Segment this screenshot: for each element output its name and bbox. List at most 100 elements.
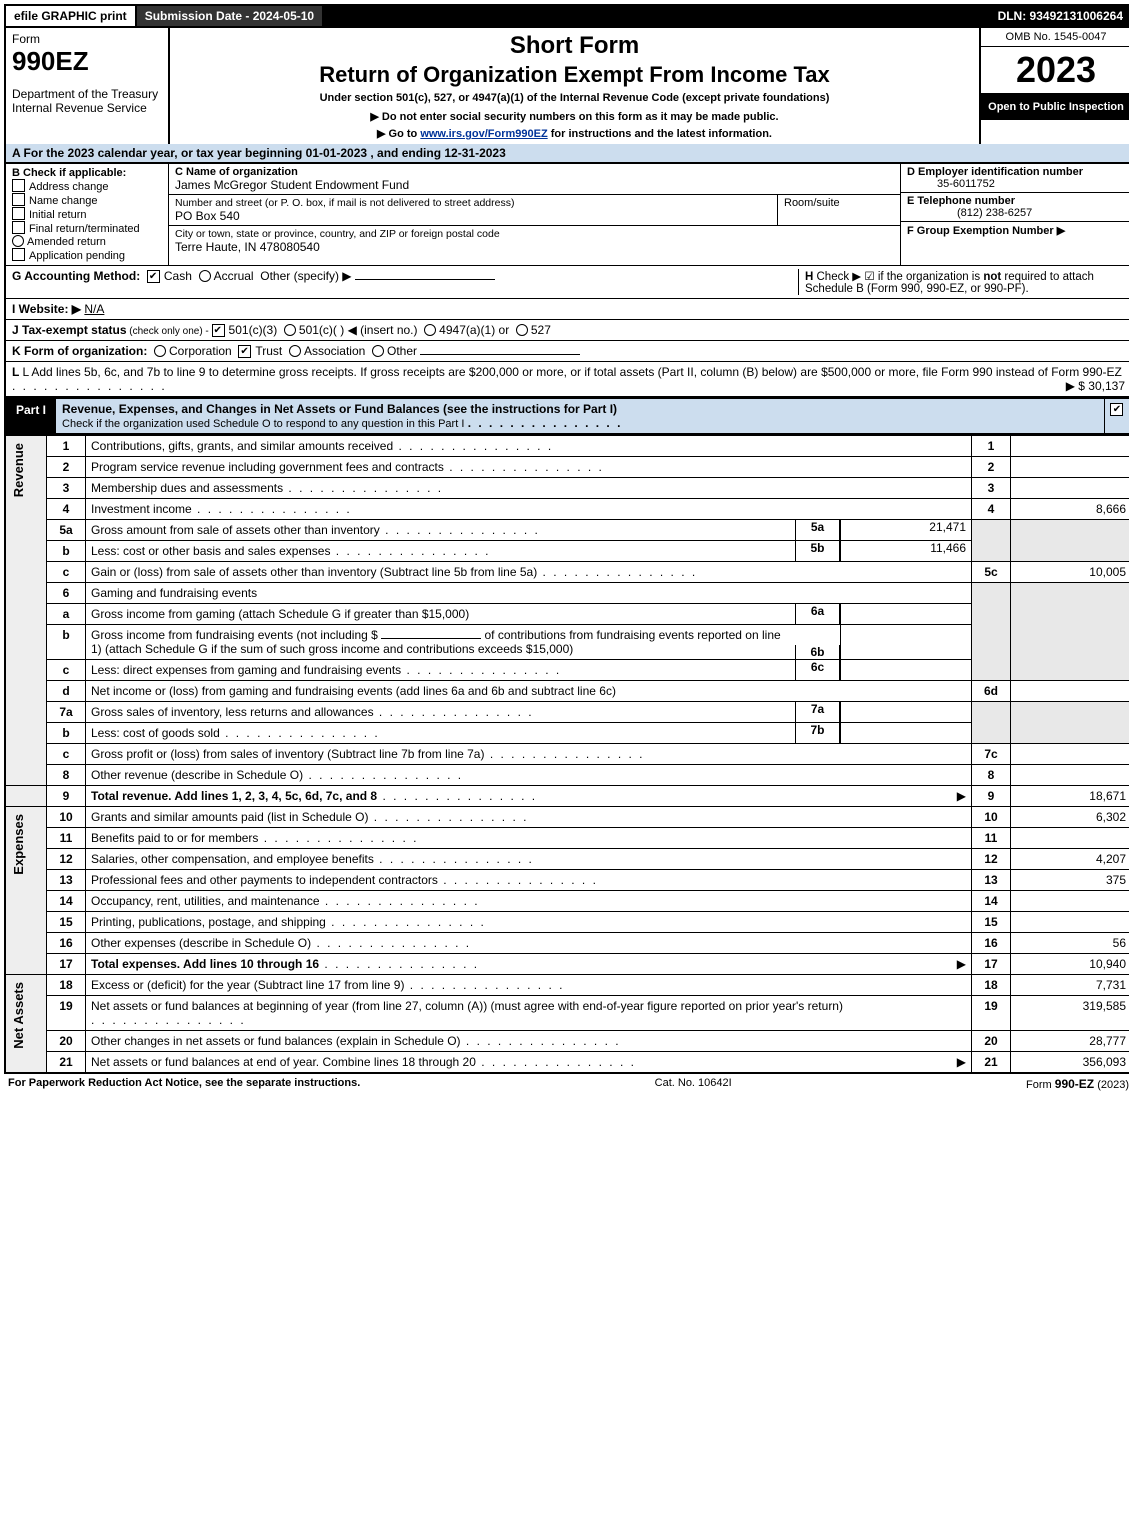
line-desc: Professional fees and other payments to … <box>91 873 598 887</box>
part1-table: Revenue 1 Contributions, gifts, grants, … <box>4 435 1129 1074</box>
form-word: Form <box>12 32 162 46</box>
chk-application-pending[interactable] <box>12 248 25 261</box>
line-desc: Other expenses (describe in Schedule O) <box>91 936 471 950</box>
ref-num: 19 <box>972 996 1011 1031</box>
ln-num: 8 <box>47 765 86 786</box>
inner-ref: 6a <box>795 604 840 624</box>
dots <box>377 789 537 803</box>
chk-schedule-o[interactable] <box>1110 403 1123 416</box>
goto-post: for instructions and the latest informat… <box>548 128 772 140</box>
arrow-icon: ▶ <box>957 1055 966 1069</box>
line-desc: Salaries, other compensation, and employ… <box>91 852 534 866</box>
inner-ref: 6b <box>795 645 840 659</box>
g-accrual: Accrual <box>214 269 254 283</box>
line-desc: Gross income from gaming (attach Schedul… <box>91 607 469 621</box>
phone-value: (812) 238-6257 <box>907 207 1032 219</box>
row-i: I Website: ▶ N/A <box>4 299 1129 320</box>
section-a: A For the 2023 calendar year, or tax yea… <box>4 144 1129 164</box>
h-pre: H <box>805 271 817 283</box>
line-desc: Less: cost or other basis and sales expe… <box>91 544 491 558</box>
line-desc: Less: direct expenses from gaming and fu… <box>91 663 561 677</box>
opt-name: Name change <box>29 195 98 207</box>
dots <box>468 416 623 430</box>
chk-initial-return[interactable] <box>12 207 25 220</box>
ln-num: c <box>47 562 86 583</box>
ln-num: a <box>47 604 86 625</box>
ln-num: 6 <box>47 583 86 604</box>
ref-num: 17 <box>972 954 1011 975</box>
chk-527[interactable] <box>516 324 528 336</box>
omb-number: OMB No. 1545-0047 <box>981 28 1129 47</box>
room-label: Room/suite <box>778 195 900 225</box>
inner-ref: 6c <box>795 660 840 680</box>
amount: 18,671 <box>1011 786 1129 807</box>
netassets-section-label: Net Assets <box>11 978 26 1053</box>
dots <box>319 957 479 971</box>
ref-num: 1 <box>972 436 1011 457</box>
chk-address-change[interactable] <box>12 179 25 192</box>
k-other-line[interactable] <box>420 354 580 355</box>
line-desc: Total expenses. Add lines 10 through 16 <box>91 957 319 971</box>
opt-address: Address change <box>29 181 109 193</box>
ln-num: 16 <box>47 933 86 954</box>
j-label: J Tax-exempt status <box>12 323 127 337</box>
row-l: L L Add lines 5b, 6c, and 7b to line 9 t… <box>4 362 1129 398</box>
line-desc: Other changes in net assets or fund bala… <box>91 1034 621 1048</box>
h-text: Check ▶ ☑ if the organization is <box>817 271 984 283</box>
org-name: James McGregor Student Endowment Fund <box>169 178 900 194</box>
chk-corporation[interactable] <box>154 345 166 357</box>
expenses-section-label: Expenses <box>11 810 26 879</box>
ref-num: 15 <box>972 912 1011 933</box>
ref-num: 2 <box>972 457 1011 478</box>
chk-association[interactable] <box>289 345 301 357</box>
chk-501c3[interactable] <box>212 324 225 337</box>
ln-num: c <box>47 660 86 681</box>
opt-initial: Initial return <box>29 209 86 221</box>
row-gh: G Accounting Method: Cash Accrual Other … <box>4 266 1129 299</box>
contrib-blank[interactable] <box>381 638 481 639</box>
line-desc: Grants and similar amounts paid (list in… <box>91 810 528 824</box>
j-o4: 527 <box>531 323 551 337</box>
chk-4947[interactable] <box>424 324 436 336</box>
submission-date-label: Submission Date - 2024-05-10 <box>137 6 324 26</box>
efile-print-label[interactable]: efile GRAPHIC print <box>6 6 137 26</box>
row-j: J Tax-exempt status (check only one) - 5… <box>4 320 1129 341</box>
ln-num: 21 <box>47 1052 86 1074</box>
ln-num: 10 <box>47 807 86 828</box>
j-o1: 501(c)(3) <box>229 323 278 337</box>
g-other-line[interactable] <box>355 279 495 280</box>
ref-num: 10 <box>972 807 1011 828</box>
chk-name-change[interactable] <box>12 193 25 206</box>
chk-final-return[interactable] <box>12 221 25 234</box>
chk-trust[interactable] <box>238 345 251 358</box>
h-not: not <box>983 271 1001 283</box>
amount <box>1011 744 1129 765</box>
k-o1: Corporation <box>169 344 232 358</box>
line-desc: Investment income <box>91 502 352 516</box>
amount <box>1011 891 1129 912</box>
ln-num: b <box>47 541 86 562</box>
ln-num: b <box>47 723 86 744</box>
amount <box>1011 828 1129 849</box>
amount <box>1011 478 1129 499</box>
k-label: K Form of organization: <box>12 344 147 358</box>
city-value: Terre Haute, IN 478080540 <box>169 240 900 256</box>
irs-link[interactable]: www.irs.gov/Form990EZ <box>420 128 547 140</box>
ref-num: 8 <box>972 765 1011 786</box>
line-desc: Gaming and fundraising events <box>86 583 972 604</box>
line-desc: Occupancy, rent, utilities, and maintena… <box>91 894 480 908</box>
footer-form-post: (2023) <box>1094 1079 1129 1091</box>
ref-num: 21 <box>972 1052 1011 1074</box>
inner-amount <box>840 604 971 624</box>
amount: 356,093 <box>1011 1052 1129 1074</box>
chk-501c[interactable] <box>284 324 296 336</box>
chk-amended-return[interactable] <box>12 235 24 247</box>
arrow-icon: ▶ <box>957 957 966 971</box>
chk-other-org[interactable] <box>372 345 384 357</box>
paperwork-notice: For Paperwork Reduction Act Notice, see … <box>8 1077 360 1091</box>
dln-label: DLN: 93492131006264 <box>988 6 1129 26</box>
website-value: N/A <box>84 302 484 316</box>
chk-accrual[interactable] <box>199 270 211 282</box>
chk-cash[interactable] <box>147 270 160 283</box>
open-public-inspection: Open to Public Inspection <box>981 94 1129 120</box>
